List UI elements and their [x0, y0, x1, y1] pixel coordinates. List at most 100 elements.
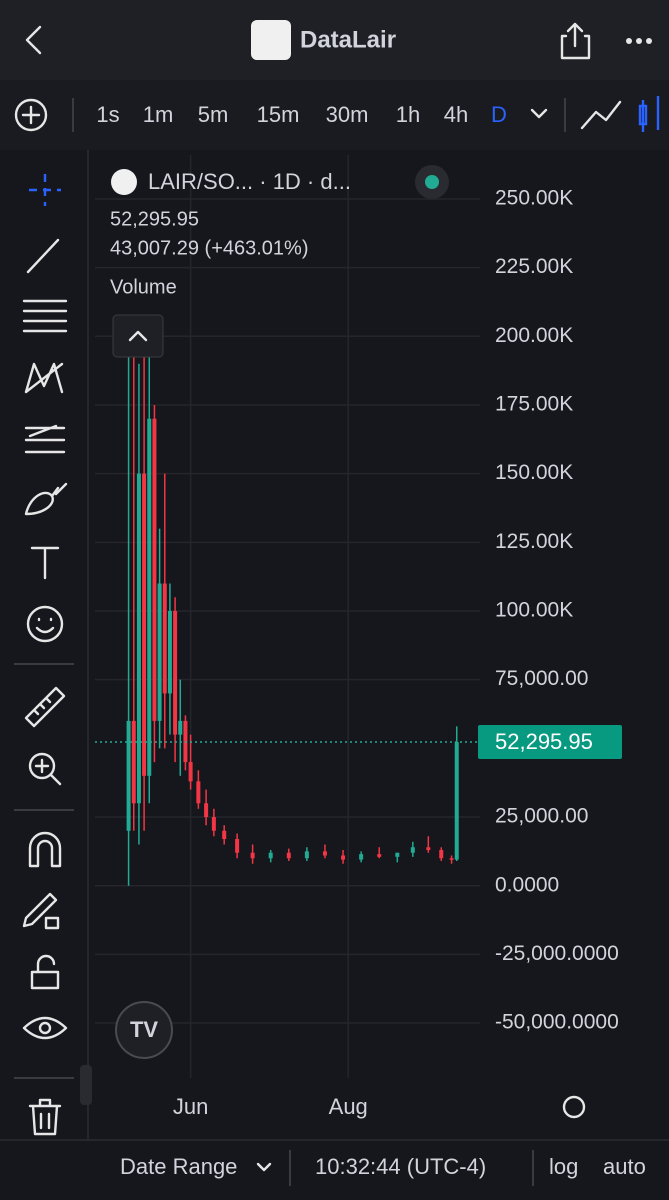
candle-body	[147, 418, 152, 776]
auto-toggle[interactable]: auto	[603, 1154, 646, 1179]
candle-body	[126, 720, 131, 831]
interval-bar	[0, 80, 669, 150]
candle-body	[449, 858, 454, 860]
brush-tool[interactable]	[24, 482, 68, 516]
candle-body	[359, 854, 364, 860]
candle-body	[439, 849, 444, 859]
interval-button[interactable]: 15m	[257, 102, 300, 127]
tradingview-logo[interactable]	[115, 1001, 173, 1059]
dot	[626, 38, 632, 44]
y-tick-label: 125.00K	[495, 530, 573, 553]
y-tick-label: 0.0000	[495, 873, 559, 896]
fib-tool[interactable]	[22, 299, 68, 333]
candle-body	[250, 852, 255, 859]
candle-chart-button[interactable]	[638, 96, 660, 132]
candle-body	[131, 720, 136, 804]
x-tick-label: Aug	[329, 1094, 368, 1119]
interval-button[interactable]: D	[491, 102, 507, 127]
y-tick-label: 25,000.00	[495, 805, 588, 828]
candle-body	[341, 855, 346, 860]
zoom-tool[interactable]	[28, 752, 56, 780]
app-title: DataLair	[300, 26, 396, 53]
interval-button[interactable]: 4h	[444, 102, 468, 127]
candle-body	[196, 781, 201, 804]
lock-tool[interactable]	[30, 954, 60, 990]
zoom-icon	[34, 758, 62, 786]
last-price-badge	[478, 725, 622, 760]
eye-pupil	[38, 1021, 52, 1035]
candle-body	[204, 803, 209, 818]
y-tick-label: 200.00K	[495, 324, 573, 347]
line-chart-button[interactable]	[580, 100, 622, 130]
add-icon	[21, 105, 41, 125]
legend-study: Volume	[110, 276, 177, 298]
text-tool[interactable]	[30, 546, 60, 580]
collapse-chevron	[128, 330, 148, 342]
lock-drawing-tool[interactable]	[22, 892, 60, 930]
interval-button[interactable]: 1h	[396, 102, 420, 127]
delete-tool[interactable]	[28, 1098, 62, 1136]
interval-button[interactable]: 5m	[198, 102, 229, 127]
candle-body	[304, 851, 309, 859]
y-tick-label: 250.00K	[495, 186, 573, 209]
y-tick-label: 150.00K	[495, 461, 573, 484]
candle-body	[268, 852, 273, 859]
chart: 250.00K 225.00K 200.00K 175.00K 150.00K 125.0…	[95, 155, 622, 1119]
log-toggle[interactable]: log	[549, 1154, 578, 1179]
date-range-chevron	[256, 1162, 272, 1172]
candle-body	[167, 611, 172, 694]
more-button[interactable]	[626, 38, 652, 44]
legend-collapse[interactable]	[112, 314, 164, 358]
candle-body	[152, 418, 157, 721]
candle-body	[162, 583, 167, 694]
top-bar	[0, 0, 669, 80]
pattern-tool[interactable]	[24, 362, 64, 394]
trendline-tool[interactable]	[26, 238, 60, 274]
prediction-tool[interactable]	[24, 424, 66, 454]
clock: 10:32:44 (UTC-4)	[315, 1154, 486, 1179]
interval-dropdown[interactable]	[530, 108, 548, 119]
candle-body	[157, 583, 162, 721]
y-tick-label: -25,000.0000	[495, 942, 619, 965]
app-logo	[251, 20, 291, 60]
candle-body	[377, 854, 382, 857]
legend-price: 52,295.95	[110, 208, 199, 230]
symbol-title: LAIR/SO... · 1D · d...	[148, 169, 351, 194]
candle-body	[426, 847, 431, 850]
add-button[interactable]	[14, 98, 48, 132]
candle-body	[142, 473, 147, 776]
y-tick-label: 225.00K	[495, 255, 573, 278]
candle-body	[222, 830, 227, 840]
candle-body	[136, 473, 141, 804]
candle-body	[410, 847, 415, 853]
interval-button[interactable]: 30m	[326, 102, 369, 127]
interval-group: 1s 1m 5m 15m 30m 1h 4h D	[96, 102, 507, 127]
legend-change: 43,007.29 (+463.01%)	[110, 237, 309, 259]
candle-body	[322, 851, 327, 856]
date-range-button[interactable]: Date Range	[120, 1154, 237, 1179]
visibility-tool[interactable]	[22, 1016, 68, 1040]
y-tick-label: 175.00K	[495, 393, 573, 416]
emoji-tool[interactable]	[26, 605, 64, 643]
share-button[interactable]	[560, 22, 591, 60]
settings-button[interactable]	[562, 1095, 586, 1119]
candle-body	[235, 839, 240, 853]
dot	[636, 38, 642, 44]
candle-body	[454, 742, 459, 860]
interval-button[interactable]: 1s	[96, 102, 119, 127]
candle-body	[395, 852, 400, 857]
symbol-logo	[111, 169, 137, 195]
candle-body	[188, 762, 193, 782]
logo-mark: TV	[130, 1017, 158, 1042]
back-button[interactable]	[25, 25, 42, 55]
dot	[646, 38, 652, 44]
interval-button[interactable]: 1m	[143, 102, 174, 127]
y-tick-label: 100.00K	[495, 599, 573, 622]
crosshair-tool[interactable]	[29, 174, 61, 206]
ruler-tool[interactable]	[24, 686, 66, 728]
magnet-tool[interactable]	[28, 831, 62, 868]
toolbar-collapse[interactable]	[80, 1065, 92, 1105]
candle-body	[286, 852, 291, 859]
